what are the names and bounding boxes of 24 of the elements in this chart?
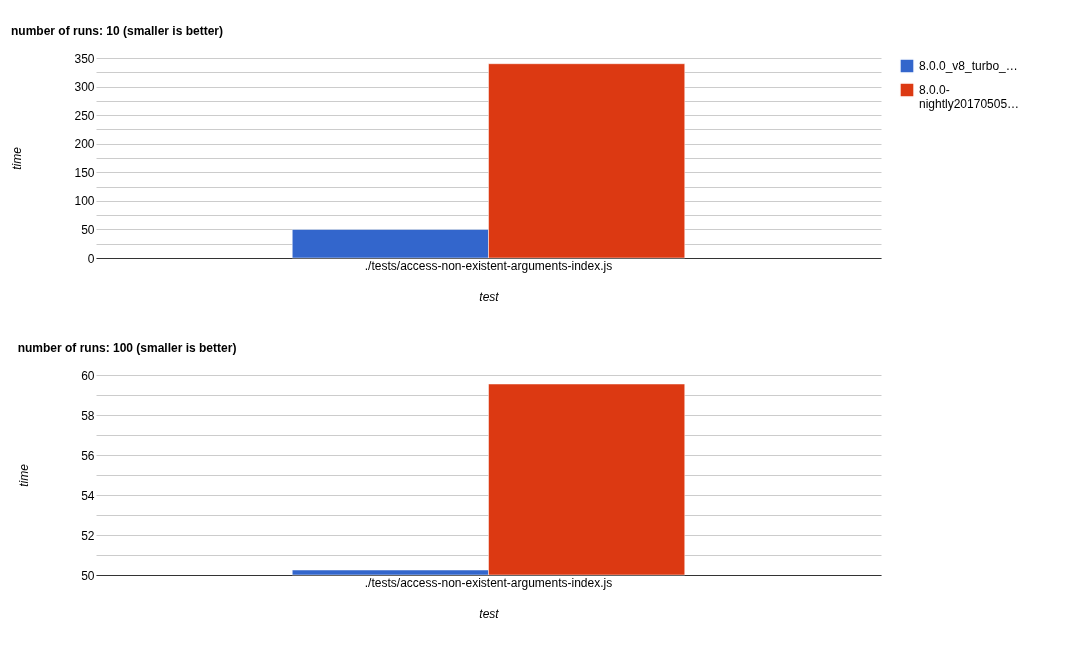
y-tick-label: 150 <box>74 165 95 180</box>
x-axis-title: test <box>479 289 500 304</box>
y-tick-label: 300 <box>74 80 95 95</box>
y-tick-label: 60 <box>81 368 95 383</box>
y-tick-label: 50 <box>81 568 95 583</box>
y-tick-label: 250 <box>74 108 95 123</box>
y-axis-title: time <box>17 463 32 487</box>
y-tick-label: 52 <box>81 528 95 543</box>
y-tick-label: 0 <box>87 251 95 266</box>
y-tick-label: 54 <box>81 488 95 503</box>
x-tick-label: ./tests/access-non-existent-arguments-index.js <box>364 575 613 590</box>
legend-label: 8.0.0- nightly20170505… <box>919 83 1020 111</box>
y-tick-label: 58 <box>81 408 95 423</box>
y-tick-label: 100 <box>74 194 95 209</box>
y-tick-label: 350 <box>74 51 95 66</box>
y-axis-title: time <box>10 146 25 170</box>
y-tick-label: 56 <box>81 448 95 463</box>
chart-title: number of runs: 100 (smaller is better) <box>17 341 237 355</box>
x-axis-title: test <box>479 606 500 621</box>
chart-title: number of runs: 10 (smaller is better) <box>10 24 224 38</box>
x-tick-label: ./tests/access-non-existent-arguments-index.js <box>364 258 613 273</box>
y-tick-label: 50 <box>81 222 95 237</box>
legend-label: 8.0.0_v8_turbo_… <box>919 59 1018 73</box>
y-tick-label: 200 <box>74 137 95 152</box>
